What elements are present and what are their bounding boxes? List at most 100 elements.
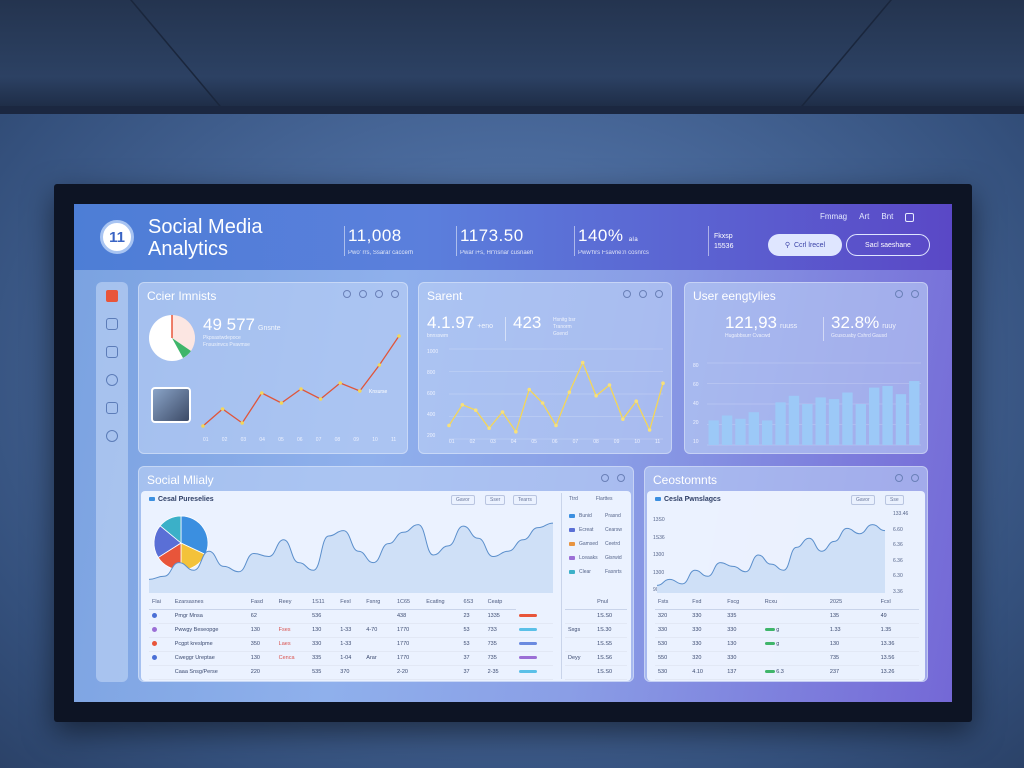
tick-label: 04 [259,437,265,443]
column-header[interactable]: Ecatlng [423,595,461,610]
card-kpi: 49 577 Gnsnte Pkpsastwdepoce Fnsusinvcs P… [203,315,281,349]
calendar-icon[interactable] [375,290,383,298]
table-cell: 4-70 [363,623,394,638]
column-header[interactable]: 6S3 [460,595,485,610]
calendar-icon[interactable] [623,290,631,298]
top-link-3[interactable]: Bnt [881,212,894,221]
column-header[interactable]: Pnul [594,595,627,610]
column-header[interactable]: Fsts [655,595,690,610]
search-icon[interactable] [359,290,367,298]
app-logo[interactable]: 11 [100,220,134,254]
secondary-action-button[interactable]: Sacl saeshane [846,234,930,256]
growth-point [377,363,382,367]
column-header[interactable]: Fsnrg [363,595,394,610]
tick-label: 800 [427,370,436,376]
table-cell: Arar [363,651,394,666]
engagement-bar [762,420,773,445]
table-row[interactable]: 320 330 335 135 49 [655,609,919,624]
column-header[interactable]: Ceatp [484,595,517,610]
title-swatch [149,497,155,501]
table-row[interactable]: Cweggr Ureptae 130 Cenca 335 1-04 Arar 1770 37 7… [149,651,553,666]
legend-item[interactable]: Ecreat Cearsw [569,527,622,533]
panel-divider [561,493,562,679]
back-icon[interactable] [343,290,351,298]
column-header[interactable]: Reey [275,595,310,610]
table-row[interactable]: 1S.S5 [565,637,627,652]
legend-swatch [569,514,575,518]
table-row[interactable]: 1S.S0 [565,609,627,624]
column-header[interactable]: 2025 [826,595,866,610]
tick-label: 02 [469,439,476,445]
image-icon[interactable] [106,318,118,330]
column-header[interactable]: Fxd [689,595,725,610]
legend-item[interactable]: Gamsed Ceetrd [569,541,620,547]
back-icon[interactable] [601,474,609,482]
legend-item[interactable]: Bunid Prasnd [569,513,621,519]
table-cell: 1S.S0 [594,665,627,680]
calendar-icon[interactable] [895,474,903,482]
kpi-value: 32.8% [831,313,880,332]
more-icon[interactable] [911,290,919,298]
card-kpi-2: 423 Hsnitg bsr Tranorm Gsend [513,313,576,337]
table-cell [149,637,172,652]
tick-label: 600 [427,391,436,397]
column-header[interactable] [814,595,827,610]
settings-icon[interactable] [106,430,118,442]
panel-control[interactable]: Sse [885,495,904,505]
column-header[interactable]: 1S11 [309,595,338,610]
table-row[interactable]: Pwwgy Beseopge 130 Fses 130 1-33 4-70 1770 53 73… [149,623,553,638]
panel-control[interactable]: Gavor [851,495,875,505]
clock-icon[interactable] [106,374,118,386]
top-link-2[interactable]: Art [859,212,870,221]
column-header[interactable]: Ezarsasnes [171,595,248,610]
panel-control[interactable]: Gavor [451,495,475,505]
table-row[interactable]: Sxgs 1S.30 [565,623,627,638]
legend-item[interactable]: Clear Fasnrts [569,569,622,575]
tick-label: 01 [203,437,209,443]
table-row[interactable]: 530 330 130 g 130 13.36 [655,637,919,652]
kpi-separator [708,226,709,256]
column-header[interactable]: Fasd [247,595,276,610]
panel-title-text: Cesla Pwnslagcs [664,496,721,503]
chevron-down-icon[interactable] [617,474,625,482]
table-cell [761,651,815,666]
more-icon[interactable] [391,290,399,298]
table-cell [865,623,878,638]
table-row[interactable]: Pmgr Mnsa 62 536 438 23 1335 [149,609,553,624]
column-header[interactable]: Flai [149,595,172,610]
filter-icon[interactable] [895,290,903,298]
card-title: Ccier Imnists [147,289,217,303]
filter-icon[interactable] [639,290,647,298]
table-cell: 1S.30 [594,623,627,638]
column-header[interactable]: Fexl [337,595,364,610]
more-icon[interactable] [655,290,663,298]
panel-control[interactable]: Sser [485,495,506,505]
primary-action-button[interactable]: ⚲ Ccrl lrecel [768,234,842,256]
table-row[interactable]: Caaa Snsg/Perse 220 535 370 2-20 37 2-35 [149,665,553,680]
table-row[interactable]: 1S.S0 [565,665,627,680]
table-cell: 1335 [484,609,517,624]
table-row[interactable]: 530 4.10 137 6.3 237 13.26 [655,665,919,680]
list-icon[interactable] [106,346,118,358]
row-sparkbar [519,628,538,632]
table-row[interactable]: 550 320 330 735 13.56 [655,651,919,666]
legend-item[interactable]: Lceaaks Gisrwid [569,555,622,561]
calendar-icon[interactable] [106,402,118,414]
table-cell: 735 [826,651,866,666]
more-icon[interactable] [911,474,919,482]
gauge-pie [149,315,196,361]
panel-control[interactable]: Tearrs [513,495,537,505]
column-header[interactable]: 1C65 [393,595,424,610]
column-header[interactable]: Fcxl [877,595,919,610]
table-row[interactable]: Pcgpt kreslpme 350 Laes 330 1-33 1770 53 735 [149,637,553,652]
table-row[interactable]: Deyy 1S.S6 [565,651,627,666]
table-row[interactable]: 330 330 330 g 1.33 1.35 [655,623,919,638]
top-link-1[interactable]: Fmmag [820,212,848,221]
column-header[interactable]: Fscg [724,595,762,610]
column-header[interactable] [565,595,595,610]
comments-area [657,524,885,593]
window-icon[interactable] [905,213,915,222]
column-header[interactable] [865,595,878,610]
column-header[interactable]: Rcxu [761,595,815,610]
home-icon[interactable] [106,290,118,302]
